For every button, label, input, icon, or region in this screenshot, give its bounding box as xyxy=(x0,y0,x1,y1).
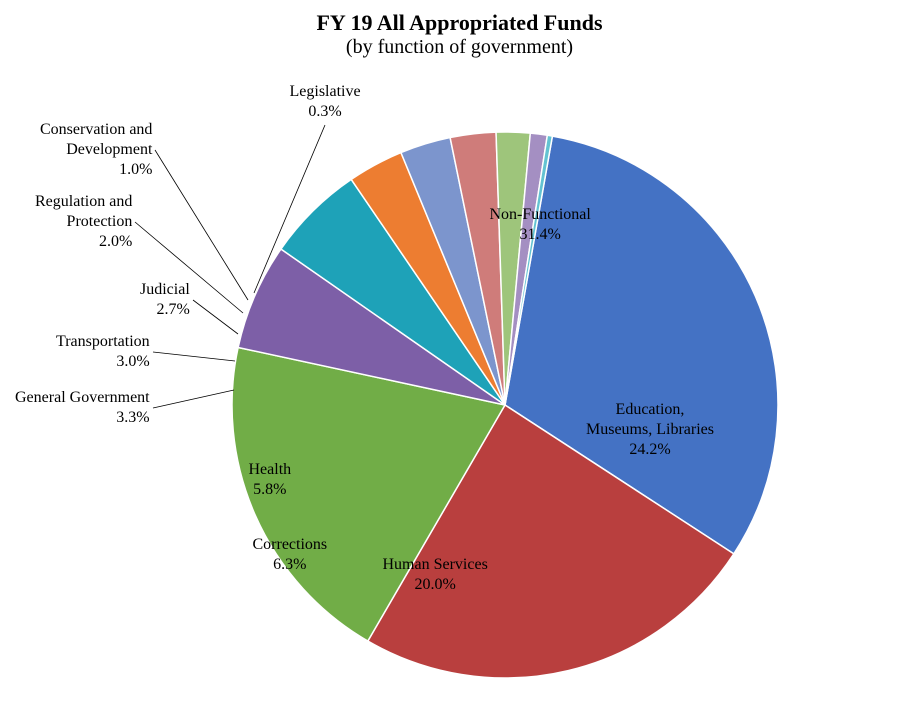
slice-label-name: Human Services xyxy=(383,555,488,575)
slice-label-name: Judicial xyxy=(140,280,190,300)
slice-label-name: Non-Functional xyxy=(490,205,591,225)
slice-label: Judicial2.7% xyxy=(140,280,190,320)
slice-label-name: Education,Museums, Libraries xyxy=(586,400,714,440)
slice-label-name: Conservation andDevelopment xyxy=(40,120,152,160)
slice-label-value: 0.3% xyxy=(290,102,361,122)
slice-label: Education,Museums, Libraries24.2% xyxy=(586,400,714,460)
leader-line xyxy=(193,300,238,334)
slice-label-name: Regulation andProtection xyxy=(35,192,132,232)
slice-label: Health5.8% xyxy=(249,460,292,500)
slice-label-name: Corrections xyxy=(253,535,328,555)
slice-label-value: 5.8% xyxy=(249,480,292,500)
slice-label-value: 20.0% xyxy=(383,575,488,595)
slice-label: Transportation3.0% xyxy=(56,332,150,372)
slice-label: General Government3.3% xyxy=(15,388,150,428)
slice-label-name: General Government xyxy=(15,388,150,408)
slice-label: Regulation andProtection2.0% xyxy=(35,192,132,252)
slice-label-value: 6.3% xyxy=(253,555,328,575)
slice-label-value: 1.0% xyxy=(40,160,152,180)
slice-label: Corrections6.3% xyxy=(253,535,328,575)
slice-label-value: 2.7% xyxy=(140,300,190,320)
slice-label-name: Transportation xyxy=(56,332,150,352)
slice-label: Non-Functional31.4% xyxy=(490,205,591,245)
slice-label-value: 24.2% xyxy=(586,440,714,460)
leader-line xyxy=(153,352,235,361)
slice-label-value: 31.4% xyxy=(490,225,591,245)
slice-label-name: Legislative xyxy=(290,82,361,102)
slice-label-value: 2.0% xyxy=(35,232,132,252)
slice-label-name: Health xyxy=(249,460,292,480)
slice-label: Human Services20.0% xyxy=(383,555,488,595)
slice-label: Legislative0.3% xyxy=(290,82,361,122)
slice-label: Conservation andDevelopment1.0% xyxy=(40,120,152,180)
slice-label-value: 3.0% xyxy=(56,352,150,372)
pie-chart-container: FY 19 All Appropriated Funds (by functio… xyxy=(0,0,919,711)
leader-line xyxy=(155,150,248,300)
leader-line xyxy=(153,390,234,408)
slice-label-value: 3.3% xyxy=(15,408,150,428)
